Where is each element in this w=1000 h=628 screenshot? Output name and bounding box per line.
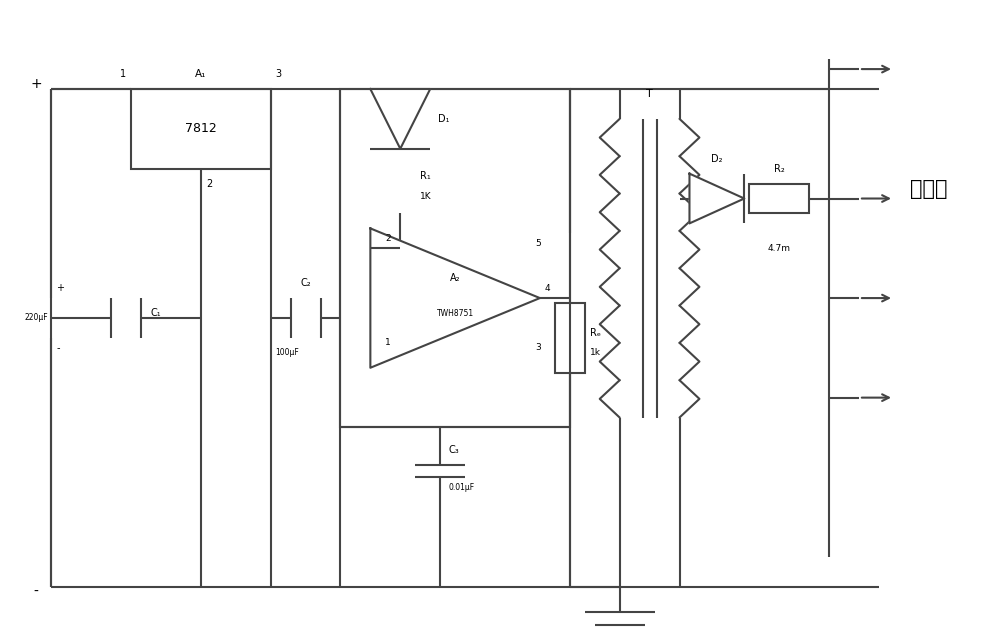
Text: 3: 3 <box>535 344 541 352</box>
Text: 2: 2 <box>385 234 391 243</box>
Text: D₂: D₂ <box>711 154 723 164</box>
Text: TWH8751: TWH8751 <box>437 308 474 318</box>
Text: +: + <box>56 283 64 293</box>
Text: R₁: R₁ <box>420 171 431 181</box>
Text: +: + <box>30 77 42 91</box>
Polygon shape <box>370 229 540 368</box>
Text: Rₑ: Rₑ <box>590 328 601 338</box>
Text: 1: 1 <box>120 69 126 79</box>
Text: T: T <box>646 89 653 99</box>
Text: 发射端: 发射端 <box>910 178 948 198</box>
Bar <box>131 89 271 169</box>
Text: 100μF: 100μF <box>276 349 299 357</box>
Bar <box>340 89 570 428</box>
Text: 220μF: 220μF <box>25 313 48 323</box>
Text: 4.7m: 4.7m <box>768 244 791 253</box>
Text: C₁: C₁ <box>151 308 162 318</box>
Text: D₁: D₁ <box>438 114 450 124</box>
Text: 1: 1 <box>385 338 391 347</box>
Text: 5: 5 <box>535 239 541 248</box>
Text: 1k: 1k <box>590 349 601 357</box>
Text: 1K: 1K <box>420 192 432 200</box>
Bar <box>555 303 585 373</box>
Text: 7812: 7812 <box>185 122 217 135</box>
Text: 4: 4 <box>545 284 550 293</box>
Text: 3: 3 <box>276 69 282 79</box>
Text: -: - <box>56 343 60 353</box>
Polygon shape <box>689 173 744 224</box>
Polygon shape <box>370 89 430 149</box>
Bar <box>749 183 809 214</box>
Text: A₁: A₁ <box>195 69 207 79</box>
Text: R₂: R₂ <box>774 164 785 174</box>
Text: C₃: C₃ <box>448 445 459 455</box>
Text: A₂: A₂ <box>450 273 460 283</box>
Text: 2: 2 <box>206 178 212 188</box>
Text: C₂: C₂ <box>300 278 311 288</box>
Text: -: - <box>34 585 39 598</box>
Bar <box>385 149 415 214</box>
Text: 0.01μF: 0.01μF <box>448 483 474 492</box>
